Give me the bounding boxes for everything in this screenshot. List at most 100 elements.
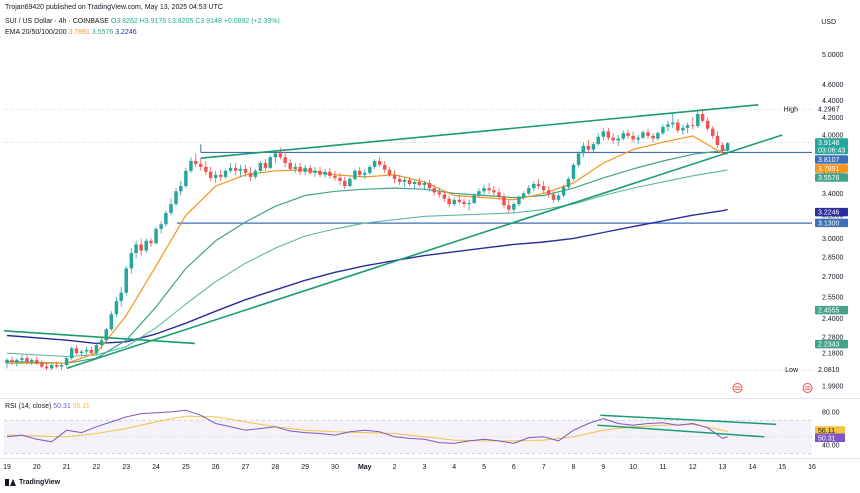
trendline[interactable]: [66, 134, 783, 370]
candle[interactable]: [666, 124, 670, 127]
candle[interactable]: [467, 203, 471, 205]
candle[interactable]: [720, 144, 725, 151]
candle[interactable]: [561, 187, 566, 196]
candle[interactable]: [700, 114, 705, 121]
candle[interactable]: [566, 178, 571, 188]
candle[interactable]: [268, 157, 272, 168]
candle[interactable]: [407, 179, 412, 184]
candle[interactable]: [705, 120, 710, 129]
candle[interactable]: [596, 136, 600, 145]
rsi-trendline[interactable]: [597, 424, 765, 438]
candle[interactable]: [457, 199, 462, 202]
candle[interactable]: [134, 244, 138, 254]
rsi-trendline[interactable]: [600, 414, 777, 426]
candle[interactable]: [159, 224, 163, 229]
candle[interactable]: [616, 138, 620, 141]
candle[interactable]: [10, 359, 14, 362]
candle[interactable]: [487, 188, 491, 191]
candle[interactable]: [154, 228, 158, 244]
candle[interactable]: [313, 170, 317, 173]
candle[interactable]: [44, 366, 49, 369]
candle[interactable]: [392, 174, 397, 179]
candle[interactable]: [119, 292, 123, 302]
candle[interactable]: [104, 329, 109, 341]
candle[interactable]: [228, 167, 233, 171]
candle[interactable]: [696, 114, 700, 127]
candle[interactable]: [626, 133, 630, 136]
candle[interactable]: [681, 127, 685, 131]
candle[interactable]: [507, 205, 511, 210]
candle[interactable]: [323, 171, 327, 175]
candle[interactable]: [84, 349, 89, 352]
interval-label[interactable]: 4h: [58, 18, 67, 25]
candle[interactable]: [79, 351, 84, 354]
candle[interactable]: [606, 131, 611, 138]
candle[interactable]: [169, 204, 173, 213]
candle[interactable]: [333, 175, 337, 178]
candle[interactable]: [492, 190, 496, 193]
candle[interactable]: [64, 358, 69, 365]
candle[interactable]: [124, 268, 128, 293]
candle[interactable]: [641, 132, 645, 138]
candle[interactable]: [437, 192, 442, 195]
us-flag-icon[interactable]: [732, 382, 743, 393]
tradingview-logo[interactable]: TradingView: [5, 479, 60, 486]
candle[interactable]: [5, 359, 9, 364]
candle[interactable]: [685, 125, 690, 128]
candle[interactable]: [69, 348, 74, 359]
candle[interactable]: [149, 240, 153, 244]
candle[interactable]: [591, 144, 596, 150]
candle[interactable]: [184, 170, 188, 187]
ema-legend[interactable]: EMA 20/50/100/200 3.7891 3.5576 3.2246: [5, 29, 137, 36]
candle[interactable]: [199, 163, 203, 167]
candle[interactable]: [536, 183, 541, 187]
candle[interactable]: [377, 161, 382, 165]
candle[interactable]: [219, 174, 223, 177]
candle[interactable]: [447, 198, 451, 205]
candle[interactable]: [715, 135, 720, 145]
candle[interactable]: [204, 166, 208, 172]
candle[interactable]: [357, 170, 362, 175]
ema200-line[interactable]: [6, 208, 728, 345]
candle[interactable]: [193, 161, 198, 164]
candle[interactable]: [179, 186, 183, 192]
candle[interactable]: [213, 174, 218, 178]
candle[interactable]: [646, 132, 650, 136]
candle[interactable]: [348, 178, 352, 187]
candle[interactable]: [328, 171, 332, 176]
candle[interactable]: [661, 126, 665, 134]
candle[interactable]: [402, 179, 407, 182]
candle[interactable]: [527, 188, 531, 194]
candle[interactable]: [651, 135, 655, 139]
candle[interactable]: [571, 164, 576, 179]
candle[interactable]: [417, 181, 422, 186]
candle[interactable]: [372, 161, 377, 167]
candle[interactable]: [621, 133, 626, 139]
candle[interactable]: [442, 194, 447, 199]
candle[interactable]: [497, 192, 501, 197]
candle[interactable]: [233, 167, 238, 171]
candle[interactable]: [452, 199, 456, 205]
candle[interactable]: [303, 167, 307, 172]
candle[interactable]: [258, 162, 263, 171]
ema50-line[interactable]: [6, 149, 728, 364]
candle[interactable]: [551, 194, 556, 200]
candle[interactable]: [338, 177, 342, 181]
candle[interactable]: [293, 166, 298, 169]
candle[interactable]: [517, 197, 521, 205]
candle[interactable]: [576, 153, 581, 165]
candle[interactable]: [725, 143, 730, 151]
candle[interactable]: [512, 204, 516, 210]
candle[interactable]: [263, 162, 268, 168]
candle[interactable]: [710, 128, 715, 136]
candle[interactable]: [29, 359, 34, 362]
candle[interactable]: [273, 153, 278, 158]
ema20-line[interactable]: [7, 135, 728, 364]
candle[interactable]: [288, 162, 292, 169]
candle[interactable]: [25, 358, 29, 362]
candle[interactable]: [164, 212, 168, 225]
candle[interactable]: [248, 172, 253, 177]
candle[interactable]: [35, 359, 39, 364]
candle[interactable]: [472, 195, 476, 204]
candle[interactable]: [55, 364, 59, 367]
